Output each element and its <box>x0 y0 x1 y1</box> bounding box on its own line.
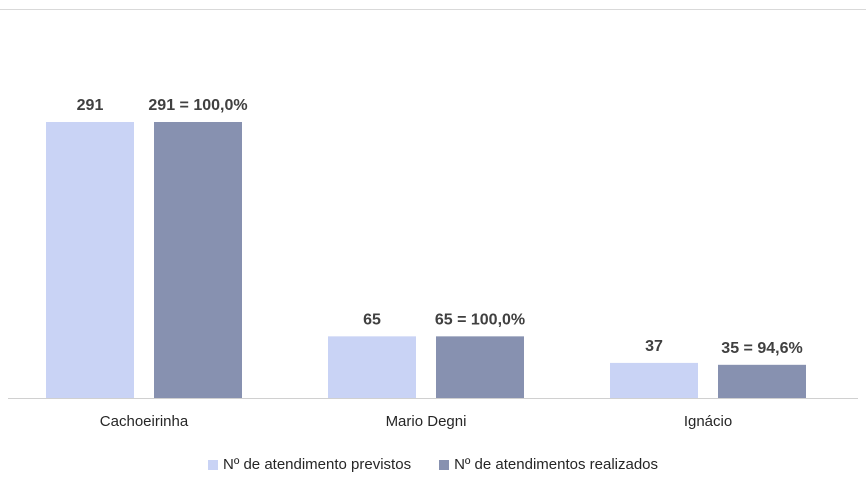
legend-swatch-realizados <box>439 459 450 470</box>
legend-label-realizados: Nº de atendimentos realizados <box>454 456 659 473</box>
data-label-ignacio-series-1: 37 <box>645 338 663 355</box>
data-label-cachoeirinha-series-1: 291 <box>77 97 104 114</box>
data-label-mario-degni-series-2: 65 = 100,0% <box>435 311 525 328</box>
bar-cachoeirinha-series-1 <box>46 122 134 398</box>
legend-swatch-previstos <box>207 459 218 470</box>
bar-mario-degni-series-1 <box>328 336 416 398</box>
top-border-line <box>0 9 866 10</box>
bar-chart: 291 291 = 100,0% Cachoeirinha 65 65 = 100,0%… <box>8 97 858 430</box>
data-label-ignacio-series-2: 35 = 94,6% <box>721 340 802 357</box>
legend-label-previstos: Nº de atendimento previstos <box>222 456 412 473</box>
chart-legend: Nº de atendimento previstos Nº de atendi… <box>0 456 866 473</box>
bar-mario-degni-series-2 <box>436 336 524 398</box>
bar-cachoeirinha-series-2 <box>154 122 242 398</box>
legend-item-realizados: Nº de atendimentos realizados <box>439 456 658 473</box>
category-label-ignacio: Ignácio <box>684 413 732 430</box>
legend-item-previstos: Nº de atendimento previstos <box>207 456 412 473</box>
data-label-mario-degni-series-1: 65 <box>363 311 381 328</box>
data-label-cachoeirinha-series-2: 291 = 100,0% <box>148 97 247 114</box>
category-label-mario-degni: Mario Degni <box>386 413 467 430</box>
bar-ignacio-series-2 <box>718 364 806 398</box>
bar-ignacio-series-1 <box>610 362 698 398</box>
category-label-cachoeirinha: Cachoeirinha <box>100 413 189 430</box>
